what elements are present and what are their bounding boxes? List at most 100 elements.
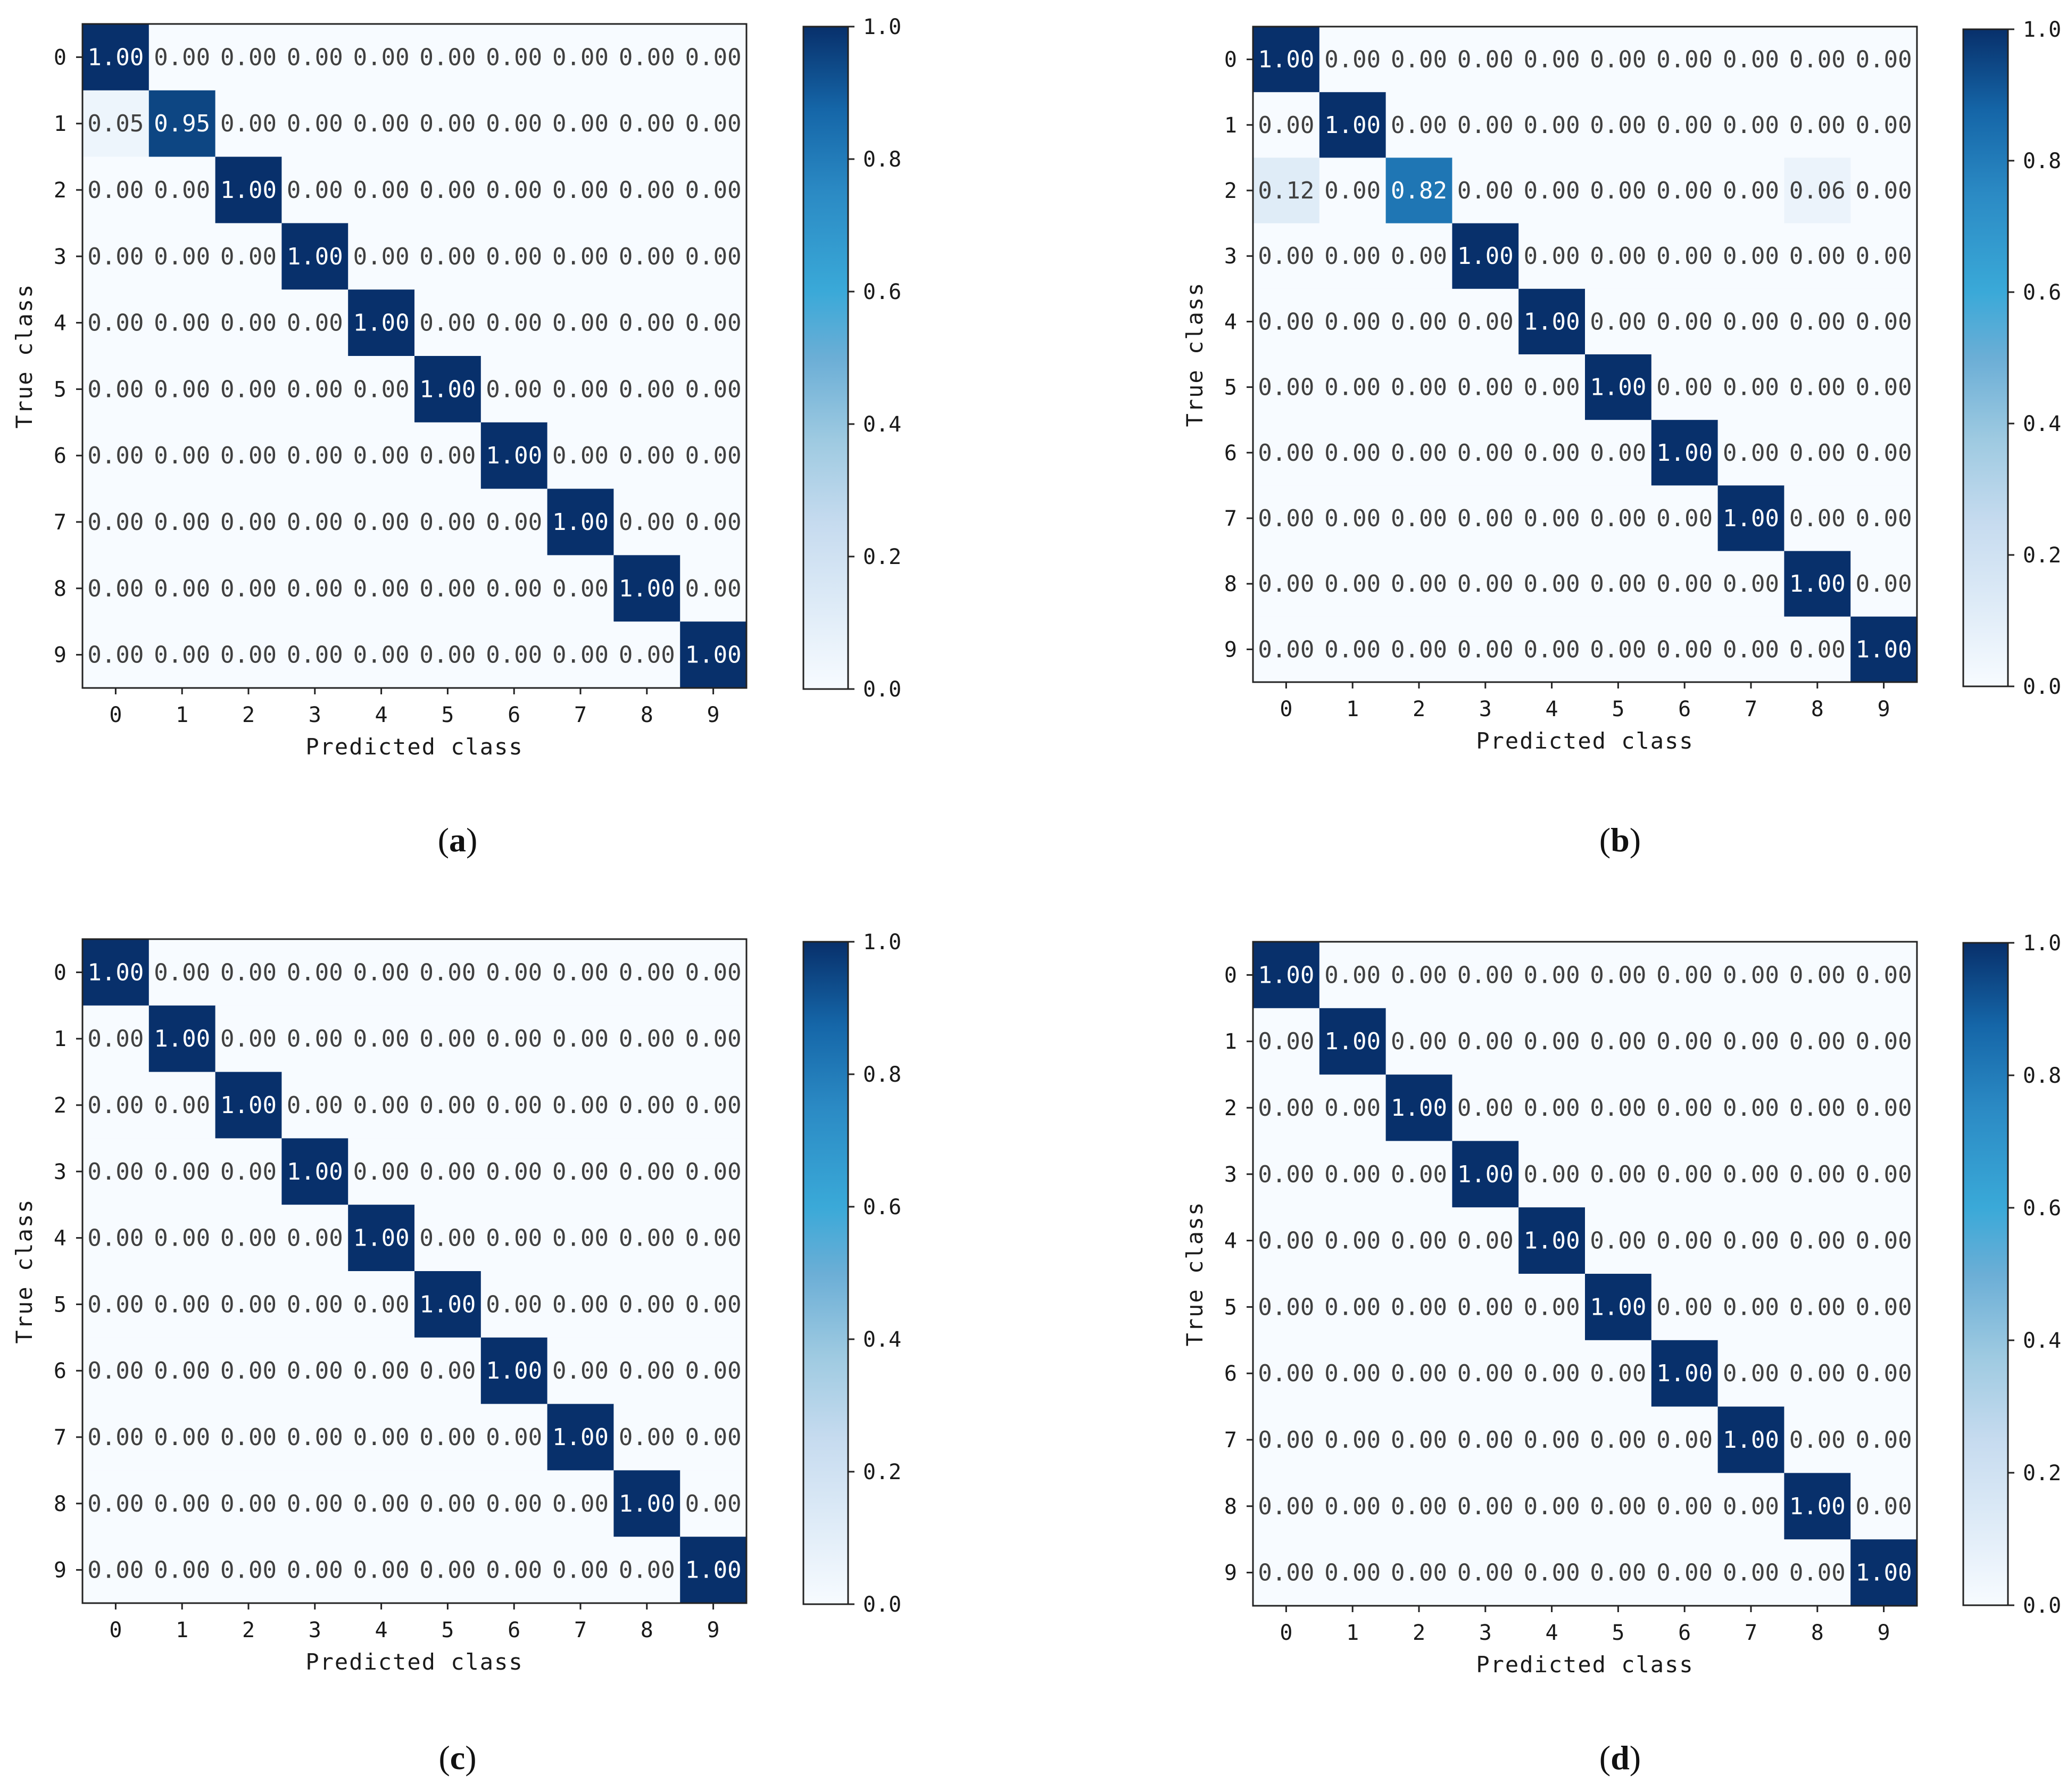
heatmap-cell [1850,1473,1917,1540]
cell-value-label: 0.00 [1656,505,1713,532]
heatmap-cell [547,1271,614,1338]
cell-value-label: 0.00 [220,1424,277,1451]
heatmap-cell [547,1404,614,1471]
heatmap-cell [1784,485,1851,552]
heatmap-cell [1385,551,1452,617]
heatmap-cell [1585,1141,1652,1208]
heatmap-cell [281,1537,348,1604]
y-axis-label: True class [11,284,37,429]
cell-value-label: 0.00 [353,44,410,71]
heatmap-cell [414,356,482,423]
heatmap-cell [414,1404,482,1471]
heatmap-cell [480,156,548,223]
heatmap-cell [1253,157,1320,224]
heatmap-cell [1784,551,1851,617]
cell-value-label: 0.00 [353,1092,410,1119]
cell-value-label: 0.00 [685,110,742,137]
heatmap-cell [1253,485,1320,552]
heatmap-cell [1850,27,1917,93]
cell-value-label: 0.00 [1789,1426,1846,1454]
cell-value-label: 0.00 [1590,1360,1646,1387]
heatmap-cell [1385,157,1452,224]
heatmap-cell [1452,1274,1519,1341]
cell-value-label: 0.00 [1789,308,1846,335]
heatmap-cell [1319,1340,1387,1407]
cell-value-label: 0.00 [1856,1293,1912,1321]
cell-value-label: 0.00 [552,1557,609,1584]
cell-value-label: 0.00 [486,509,542,536]
cell-value-label: 0.00 [1391,1426,1447,1454]
y-tick-label: 4 [1224,310,1237,334]
cell-value-label: 0.00 [552,642,609,669]
x-tick-label: 3 [309,1618,321,1642]
heatmap-cell [1717,485,1784,552]
cell-value-label: 0.00 [619,310,675,337]
cell-value-label: 0.00 [353,575,410,602]
heatmap-cell [1385,1141,1452,1208]
colorbar-tick-label: 0.2 [863,545,901,569]
y-tick-label: 0 [1224,48,1237,72]
cell-value-label: 0.00 [685,442,742,469]
heatmap-cell [1717,223,1784,289]
cell-value-label: 0.00 [154,442,210,469]
heatmap-cell [82,1072,150,1139]
heatmap-cell [281,1072,348,1139]
cell-value-label: 0.00 [1789,636,1846,663]
y-tick-label: 6 [54,444,67,468]
heatmap-cell [82,289,150,356]
heatmap-cell [1452,616,1519,683]
heatmap-cell [680,621,747,688]
colorbar-tick-label: 0.0 [863,1592,901,1617]
heatmap-cell [1717,1539,1784,1606]
cell-value-label: 0.00 [552,1225,609,1252]
cell-value-label: 0.00 [154,1092,210,1119]
cell-value-label: 0.00 [1656,1161,1713,1188]
cell-value-label: 0.00 [1457,1559,1514,1587]
cell-value-label: 0.00 [1324,1227,1381,1255]
heatmap-cell [1651,551,1719,617]
heatmap-cell [1253,27,1320,93]
cell-value-label: 0.00 [220,376,277,403]
cell-value-label: 0.00 [619,1557,675,1584]
heatmap-cell [1518,616,1585,683]
heatmap-cell [414,488,482,555]
heatmap-cell [1385,1340,1452,1407]
heatmap-cell [613,621,680,688]
y-tick-label: 3 [54,1160,67,1184]
cell-value-label: 0.00 [1258,505,1314,532]
cell-value-label: 0.00 [287,1424,343,1451]
heatmap-cell [1717,27,1784,93]
heatmap-cell [1784,1074,1851,1141]
heatmap-cell [480,1138,548,1205]
cell-value-label: 0.00 [1258,1094,1314,1122]
cell-value-label: 0.00 [1789,374,1846,401]
cell-value-label: 0.00 [1457,1028,1514,1055]
heatmap-cell [215,1271,282,1338]
cell-value-label: 0.00 [1723,308,1779,335]
heatmap-cell [1784,27,1851,93]
cell-value-label: 0.00 [1590,1227,1646,1255]
heatmap-cell [1518,354,1585,420]
heatmap-cell [680,1205,747,1272]
colorbar-tick-label: 0.4 [863,1328,901,1352]
y-tick-label: 6 [1224,1362,1237,1386]
heatmap-cell [281,621,348,688]
cell-value-label: 0.00 [287,1291,343,1318]
y-tick-label: 5 [1224,376,1237,400]
heatmap-cell [215,422,282,490]
cell-value-label: 1.00 [87,44,144,71]
colorbar-tick-label: 1.0 [863,15,901,39]
cell-value-label: 0.00 [1856,1493,1912,1520]
cell-value-label: 0.00 [1524,1293,1580,1321]
cell-value-label: 0.00 [220,1357,277,1384]
cell-value-label: 0.00 [1324,46,1381,73]
panel-label-open: ( [438,1739,450,1777]
cell-value-label: 0.00 [1524,1426,1580,1454]
heatmap-cell [215,1470,282,1537]
heatmap-cell [148,1205,216,1272]
heatmap-cell [1518,27,1585,93]
cell-value-label: 0.00 [1723,374,1779,401]
heatmap-cell [1253,1141,1320,1208]
heatmap-cell [1452,1406,1519,1473]
cell-value-label: 0.00 [1856,439,1912,467]
